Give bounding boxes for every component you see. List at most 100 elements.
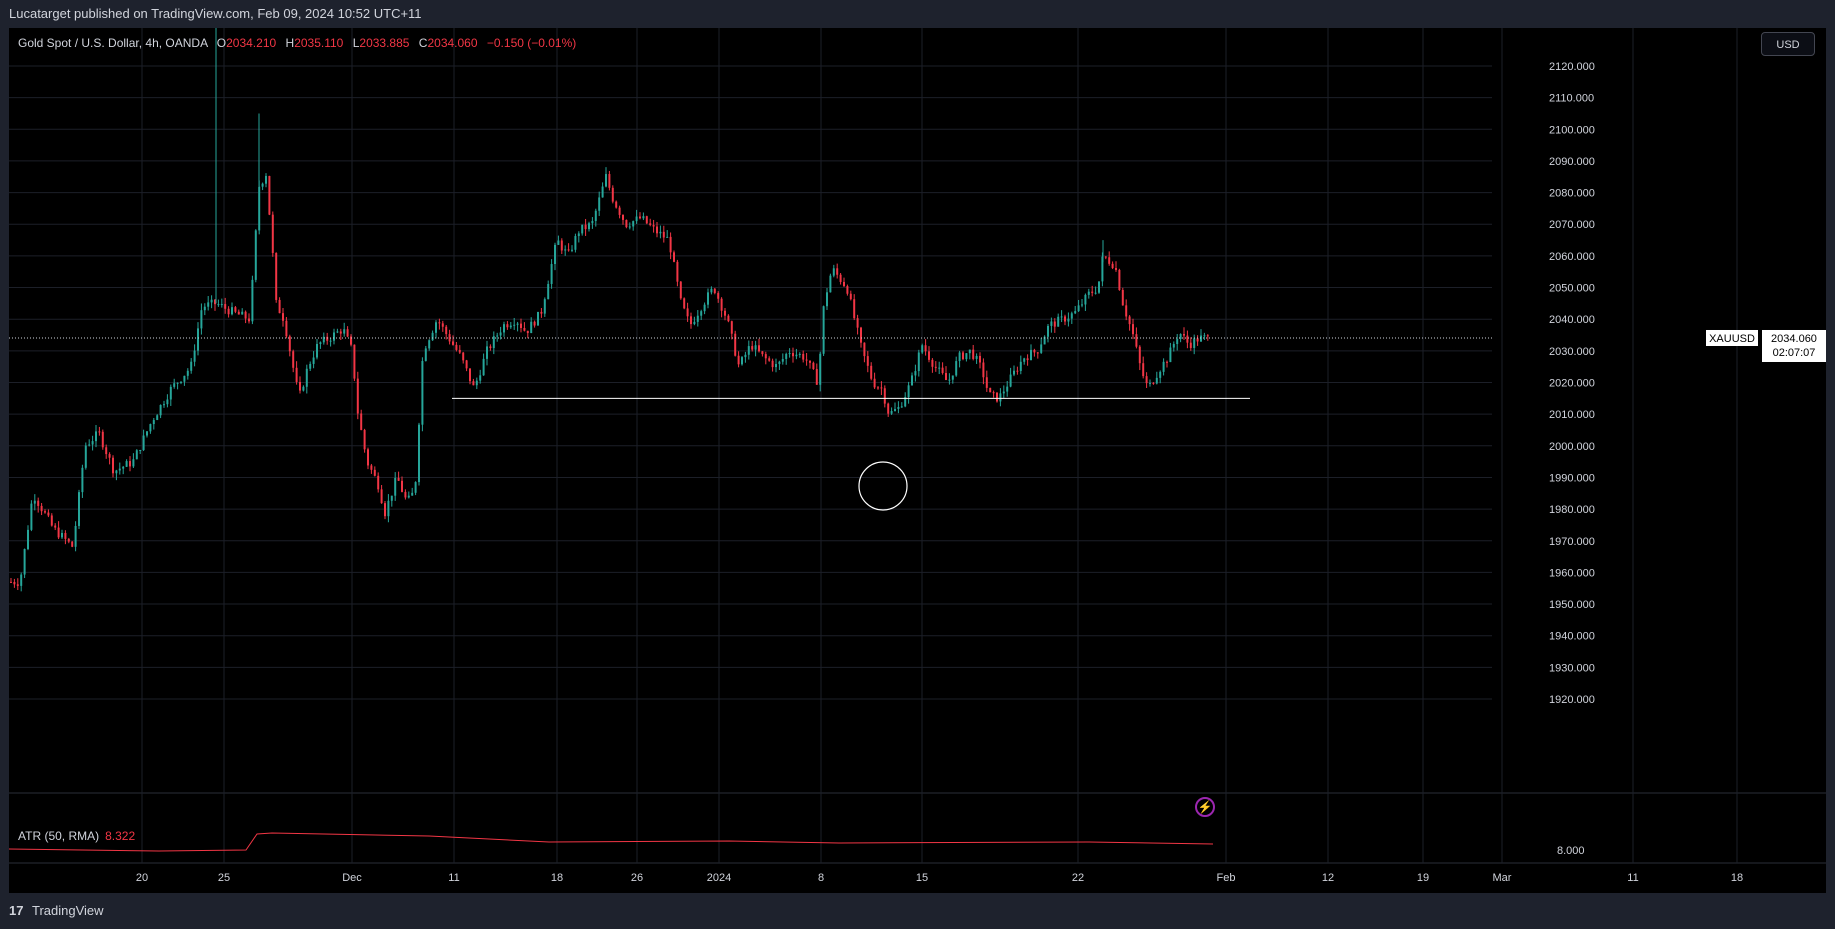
candle-body	[421, 360, 424, 425]
candle-body	[564, 249, 567, 251]
candle-body	[1081, 304, 1083, 306]
candle-body	[37, 500, 40, 506]
candle-body	[431, 332, 434, 341]
candle-body	[744, 354, 747, 358]
candle-body	[159, 404, 162, 416]
candle-body	[285, 320, 288, 337]
candle-body	[652, 224, 655, 227]
candle-body	[615, 201, 618, 208]
candle-body	[571, 249, 573, 251]
candle-body	[44, 511, 46, 513]
candle-body	[1047, 325, 1049, 337]
candle-body	[254, 230, 257, 280]
candle-body	[1019, 361, 1022, 371]
atr-legend[interactable]: ATR (50, RMA) 8.322	[18, 829, 135, 843]
candle-body	[435, 322, 437, 333]
candle-body	[356, 378, 359, 414]
chart-area[interactable]: 2120.000 2110.000 2100.000 2090.000 2080.000…	[9, 28, 1826, 893]
candle-body	[656, 226, 658, 234]
candle-body	[513, 324, 516, 326]
candle-body	[54, 525, 57, 528]
candle-body	[139, 450, 142, 452]
candle-body	[506, 324, 509, 328]
symbol-tag-label: XAUUSD	[1709, 333, 1755, 345]
candle-body	[1155, 377, 1158, 384]
lightning-icon[interactable]: ⚡	[1195, 797, 1215, 817]
candle-body	[618, 207, 621, 215]
candle-body	[186, 370, 189, 376]
candle-body	[911, 375, 913, 386]
candle-body	[475, 380, 478, 386]
candle-body	[1009, 374, 1012, 387]
candle-body	[962, 352, 964, 360]
x-tick-label: Dec	[342, 872, 362, 884]
candle-body	[734, 333, 737, 356]
candle-body	[873, 378, 876, 388]
candle-body	[343, 329, 346, 334]
candle-body	[319, 342, 322, 344]
candle-body	[870, 365, 873, 379]
candle-body	[1057, 316, 1060, 327]
candle-body	[877, 387, 879, 389]
candle-body	[326, 336, 329, 341]
candle-body	[683, 298, 686, 309]
atr-value: 8.322	[105, 829, 136, 843]
candle-body	[822, 306, 825, 354]
candle-body	[95, 431, 97, 442]
candle-body	[1002, 391, 1005, 394]
candle-body	[1033, 349, 1036, 353]
candle-body	[462, 352, 465, 361]
candle-body	[248, 318, 250, 322]
candle-body	[142, 435, 145, 451]
candle-body	[812, 362, 815, 370]
candle-body	[152, 420, 155, 425]
candle-body	[1203, 335, 1206, 337]
candle-body	[700, 311, 703, 316]
candle-body	[441, 323, 444, 327]
x-tick-label: 18	[1731, 872, 1743, 884]
footer: 17 TradingView	[0, 893, 1835, 929]
candle-body	[747, 346, 750, 355]
candle-body	[146, 431, 148, 436]
axes: 2120.000 2110.000 2100.000 2090.000 2080.000…	[136, 61, 1826, 884]
candle-body	[890, 411, 893, 414]
candle-body	[30, 503, 33, 530]
candle-body	[23, 549, 26, 575]
circle-annotation	[858, 461, 908, 511]
candle-body	[227, 308, 230, 315]
y-tick-label: 1970.000	[1549, 536, 1595, 548]
candle-body	[601, 186, 604, 198]
candle-body	[503, 324, 505, 333]
candle-body	[730, 321, 733, 334]
publisher-text: Lucatarget published on TradingView.com,…	[9, 6, 422, 21]
candle-body	[479, 375, 482, 381]
candle-body	[557, 240, 560, 245]
candle-body	[78, 492, 80, 526]
candle-body	[1125, 305, 1128, 317]
candle-body	[666, 236, 669, 238]
candle-body	[329, 340, 332, 342]
candle-body	[237, 311, 240, 315]
currency-button[interactable]: USD	[1761, 32, 1815, 56]
candle-body	[258, 186, 261, 231]
candle-body	[1074, 311, 1077, 314]
candle-body	[13, 581, 16, 585]
candle-body	[401, 480, 403, 492]
candle-body	[118, 468, 121, 471]
y-tick-label: 2030.000	[1549, 346, 1595, 358]
candle-body	[540, 311, 543, 314]
symbol-legend[interactable]: Gold Spot / U.S. Dollar, 4h, OANDA O2034…	[18, 36, 576, 50]
y-tick-label: 1940.000	[1549, 631, 1595, 643]
candle-body	[265, 175, 267, 184]
candle-body	[1135, 334, 1138, 347]
candle-body	[1172, 344, 1175, 348]
candle-body	[941, 367, 944, 374]
symbol-tag	[1706, 329, 1758, 346]
candle-body	[309, 363, 312, 369]
candle-body	[445, 326, 448, 335]
candle-body	[241, 311, 244, 315]
candle-body	[373, 469, 376, 476]
candle-body	[81, 467, 84, 493]
price-chart[interactable]: 2120.000 2110.000 2100.000 2090.000 2080.000…	[9, 28, 1826, 893]
candle-body	[61, 532, 63, 538]
